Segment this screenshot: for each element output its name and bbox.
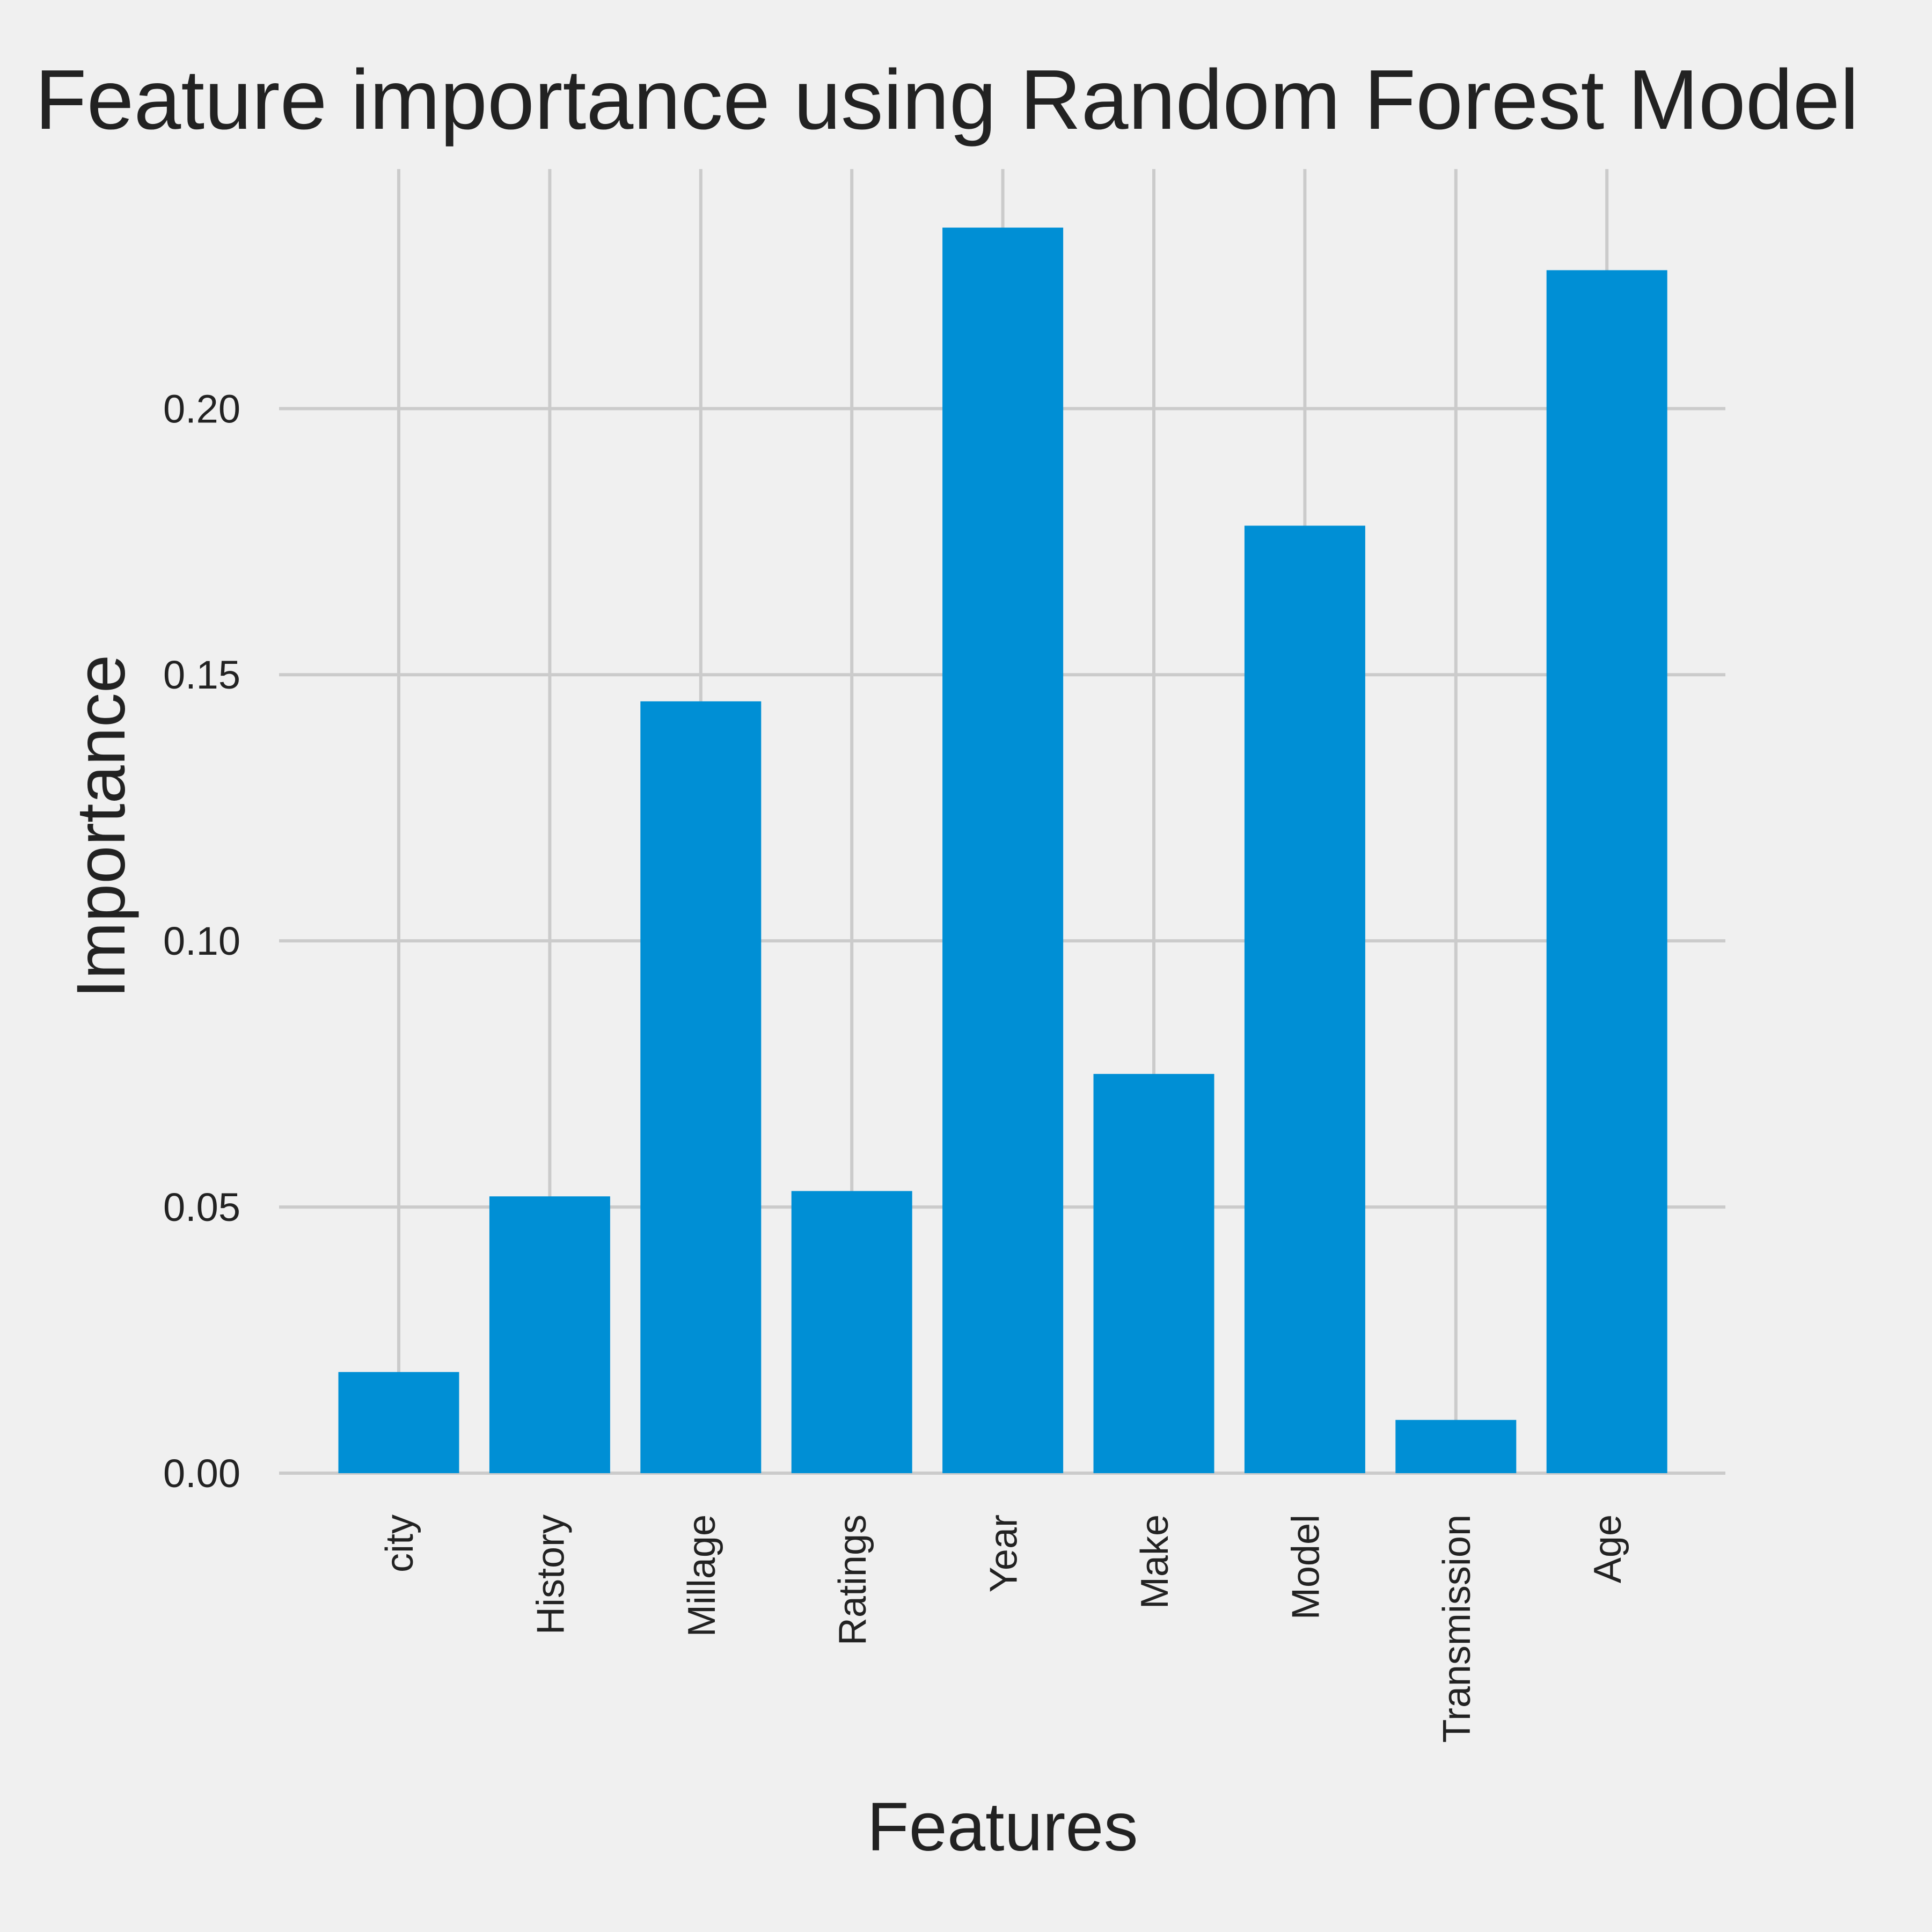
bar-city (338, 1372, 459, 1473)
y-tick-labels: 0.00 0.05 0.10 0.15 0.20 (163, 386, 240, 1496)
x-tick-label-history: History (529, 1514, 572, 1635)
bar-make (1093, 1074, 1214, 1473)
y-tick-label: 0.15 (163, 653, 240, 697)
y-tick-label: 0.10 (163, 919, 240, 963)
bars (338, 228, 1667, 1473)
x-tick-label-age: Age (1586, 1514, 1629, 1583)
chart-title: Feature importance using Random Forest M… (35, 53, 1859, 147)
bar-transmission (1395, 1419, 1517, 1473)
y-tick-label: 0.00 (163, 1451, 240, 1496)
x-tick-label-year: Year (983, 1514, 1026, 1592)
bar-ratings (791, 1191, 912, 1473)
y-tick-label: 0.20 (163, 386, 240, 431)
bar-year (942, 228, 1064, 1473)
x-tick-label-millage: Millage (680, 1514, 723, 1637)
x-tick-label-model: Model (1284, 1514, 1327, 1620)
x-tick-label-transmission: Transmission (1436, 1514, 1479, 1743)
x-axis-label: Features (867, 1789, 1138, 1865)
x-tick-label-city: city (378, 1514, 421, 1572)
x-tick-label-ratings: Ratings (831, 1514, 874, 1645)
bar-history (489, 1196, 610, 1473)
bar-age (1546, 270, 1667, 1473)
bar-model (1244, 525, 1365, 1473)
x-tick-label-make: Make (1133, 1514, 1176, 1609)
bar-millage (640, 701, 762, 1473)
y-axis-label: Importance (63, 655, 140, 998)
x-tick-labels: city History Millage Ratings Year Make Model Tr… (378, 1514, 1629, 1743)
y-tick-label: 0.05 (163, 1185, 240, 1230)
